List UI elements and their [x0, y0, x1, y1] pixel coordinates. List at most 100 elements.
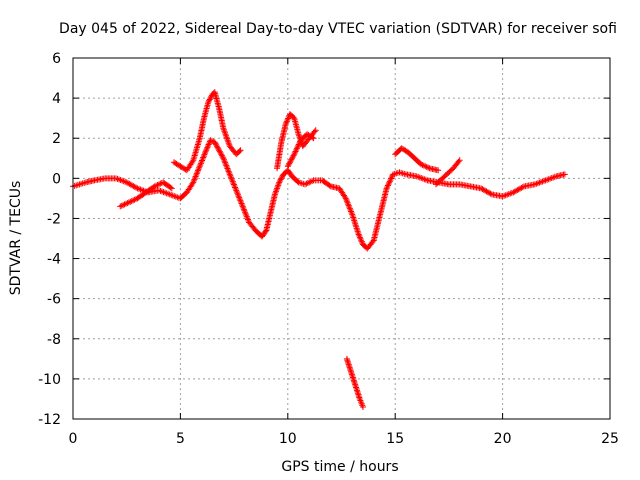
- data-point: [291, 149, 298, 156]
- data-point: [343, 198, 350, 205]
- data-point: [425, 164, 432, 171]
- data-point: [419, 161, 426, 168]
- data-point: [435, 167, 442, 174]
- data-point: [220, 155, 227, 162]
- data-point: [561, 171, 568, 178]
- data-point: [345, 202, 352, 209]
- data-point: [125, 199, 132, 206]
- data-point: [384, 182, 391, 189]
- data-point: [347, 207, 354, 214]
- data-point: [231, 182, 238, 189]
- data-point: [128, 198, 135, 205]
- data-point: [295, 141, 302, 148]
- data-point: [120, 202, 127, 209]
- data-point: [285, 115, 292, 122]
- y-tick-label: -6: [47, 292, 61, 308]
- data-point: [311, 128, 318, 135]
- data-point: [303, 180, 310, 187]
- data-point: [121, 201, 128, 208]
- data-point: [420, 162, 427, 169]
- data-point: [244, 215, 251, 222]
- data-point: [213, 141, 220, 148]
- data-point: [342, 195, 349, 202]
- data-point: [219, 153, 226, 160]
- data-point: [224, 165, 231, 172]
- chart-title: Day 045 of 2022, Sidereal Day-to-day VTE…: [59, 21, 617, 37]
- data-point: [222, 159, 229, 166]
- data-point: [225, 168, 232, 175]
- data-point: [295, 142, 302, 149]
- data-point: [276, 179, 283, 186]
- tick-layer: 0 5 10 15 20 25 -12 -10 -8 -6 -4 -2 0 2 4 6: [38, 51, 619, 447]
- data-point: [230, 181, 237, 188]
- data-point: [155, 181, 162, 188]
- data-point: [220, 156, 227, 163]
- data-point: [202, 148, 209, 155]
- data-point: [237, 199, 244, 206]
- data-point: [278, 175, 285, 182]
- data-point: [228, 175, 235, 182]
- data-point: [386, 179, 393, 186]
- data-point: [237, 197, 244, 204]
- data-point: [242, 210, 249, 217]
- data-point: [208, 137, 215, 144]
- data-point: [189, 158, 196, 165]
- data-point: [205, 141, 212, 148]
- data-point: [196, 164, 203, 171]
- data-point: [131, 196, 138, 203]
- data-point: [240, 204, 247, 211]
- data-point: [235, 191, 242, 198]
- data-point: [118, 202, 125, 209]
- data-point: [203, 145, 210, 152]
- data-point: [356, 234, 363, 241]
- data-point: [277, 176, 284, 183]
- data-point: [214, 144, 221, 151]
- data-point: [284, 116, 291, 123]
- data-point: [276, 178, 283, 185]
- data-point: [346, 205, 353, 212]
- data-point: [348, 209, 355, 216]
- data-point: [190, 177, 197, 184]
- data-point: [238, 200, 245, 207]
- data-point: [168, 185, 175, 192]
- y-tick-label: 4: [52, 91, 61, 107]
- data-point: [197, 161, 204, 168]
- data-point: [289, 153, 296, 160]
- data-point: [193, 172, 200, 179]
- data-point: [292, 148, 299, 155]
- data-point: [205, 99, 212, 106]
- data-point: [284, 163, 291, 170]
- data-point: [206, 96, 213, 103]
- y-tick-label: -8: [47, 332, 61, 348]
- data-points: [70, 89, 568, 410]
- data-point: [207, 137, 214, 144]
- data-point: [357, 235, 364, 242]
- data-point: [211, 139, 218, 146]
- x-tick-label: 10: [279, 431, 297, 447]
- data-point: [455, 158, 462, 165]
- data-point: [130, 197, 137, 204]
- x-tick-label: 20: [494, 431, 512, 447]
- data-point: [230, 180, 237, 187]
- data-point: [233, 187, 240, 194]
- data-point: [218, 152, 225, 159]
- data-point: [236, 196, 243, 203]
- data-point: [193, 170, 200, 177]
- data-point: [167, 184, 174, 191]
- data-point: [216, 148, 223, 155]
- data-point: [203, 147, 210, 154]
- data-point: [310, 135, 317, 142]
- data-point: [232, 184, 239, 191]
- data-point: [519, 184, 526, 191]
- x-tick-label: 25: [601, 431, 619, 447]
- data-point: [309, 134, 316, 141]
- data-point: [127, 198, 134, 205]
- data-point: [385, 181, 392, 188]
- data-point: [233, 188, 240, 195]
- data-point: [296, 140, 303, 147]
- data-point: [286, 159, 293, 166]
- data-point: [282, 121, 289, 128]
- data-point: [229, 177, 236, 184]
- data-point: [200, 153, 207, 160]
- data-point: [283, 118, 290, 125]
